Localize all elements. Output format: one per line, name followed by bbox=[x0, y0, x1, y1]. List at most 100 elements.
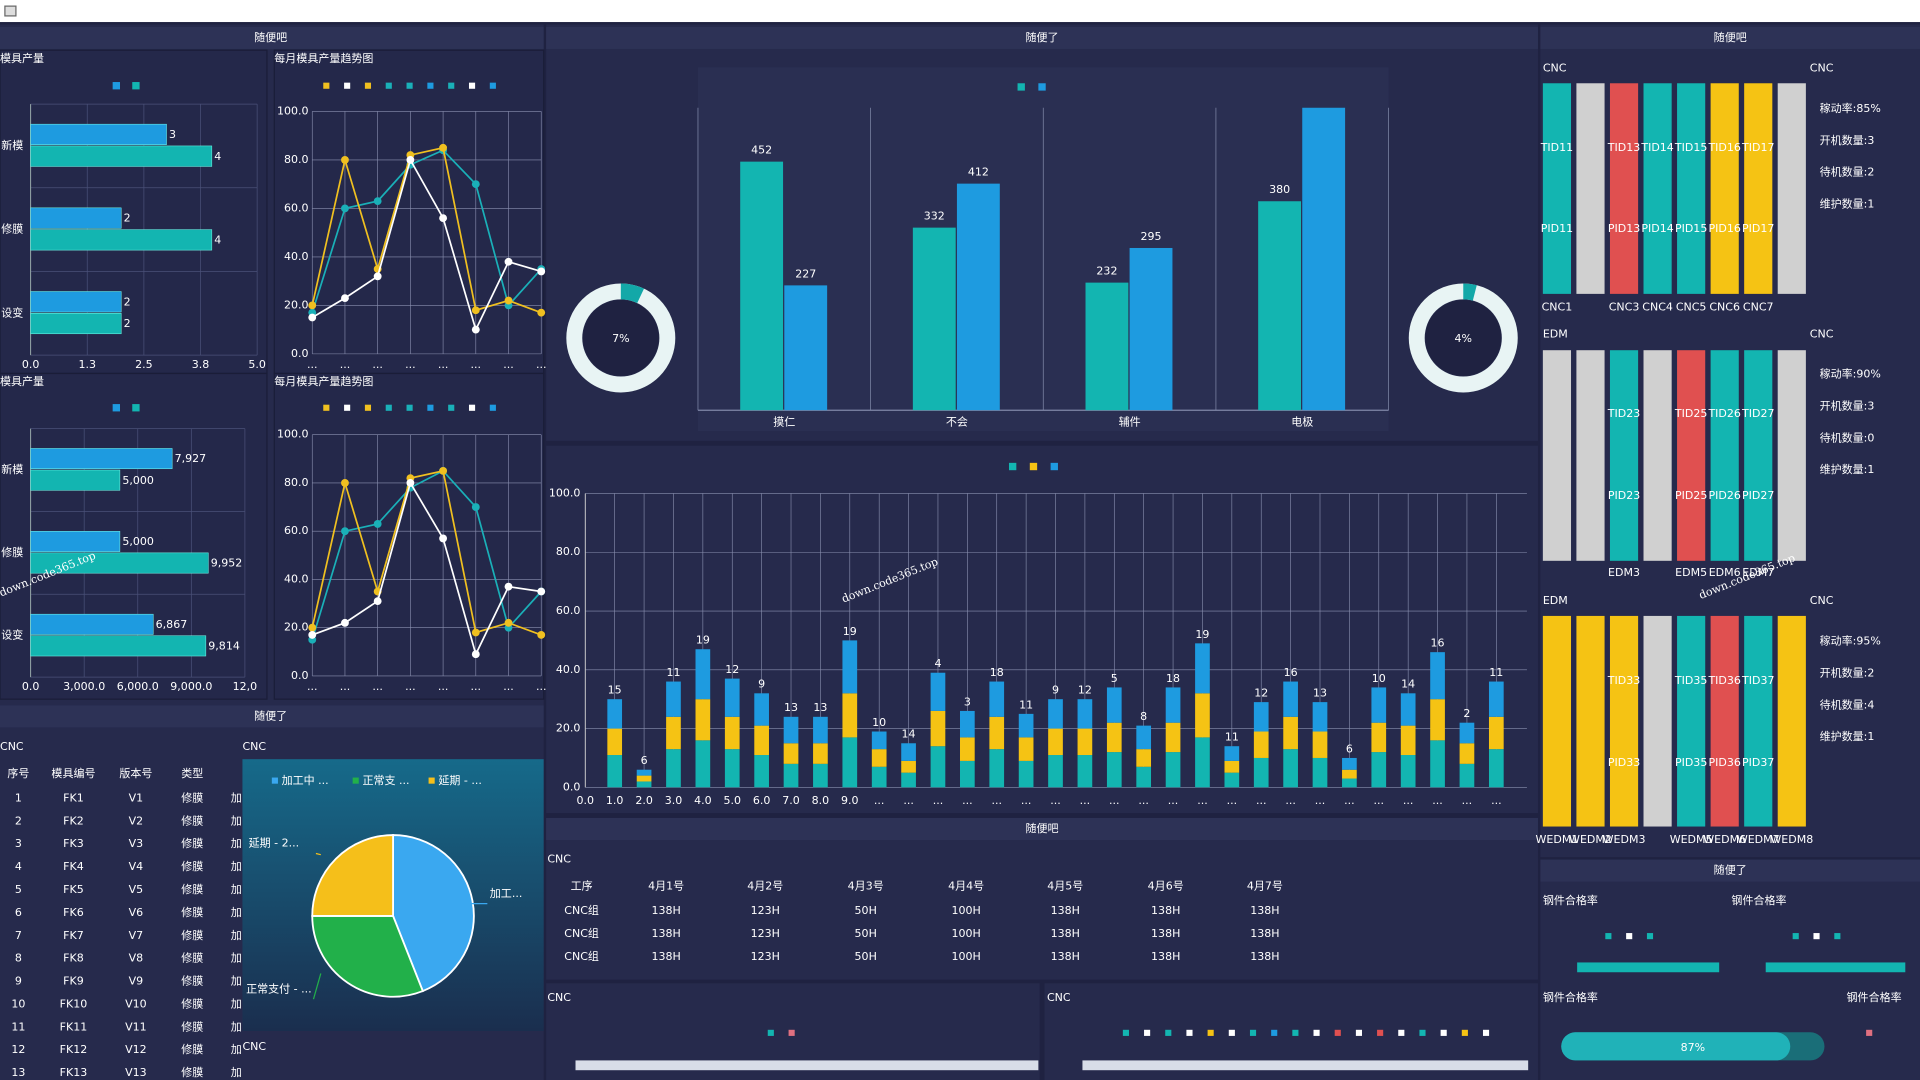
bar-segment bbox=[901, 743, 916, 761]
machine-bar bbox=[1710, 83, 1739, 294]
legend-swatch bbox=[448, 404, 455, 411]
table-cell: V5 bbox=[129, 883, 144, 896]
bar-segment bbox=[842, 737, 858, 788]
x-tick-label: ... bbox=[1168, 794, 1179, 807]
stat-text: 稼动率:85% bbox=[1820, 101, 1881, 115]
section-label: CNC bbox=[547, 991, 571, 1004]
table-header: 工序 bbox=[571, 879, 593, 893]
table-cell: FK5 bbox=[63, 883, 84, 896]
x-tick-label: ... bbox=[471, 680, 482, 693]
table-cell: 修膜 bbox=[181, 790, 203, 804]
bar bbox=[30, 145, 213, 167]
table-cell: 100H bbox=[951, 927, 980, 940]
x-tick-label: ... bbox=[1050, 794, 1061, 807]
bar bbox=[30, 531, 121, 552]
section-label: CNC bbox=[242, 740, 266, 753]
bar-segment bbox=[1253, 731, 1269, 758]
table-cell: 修膜 bbox=[181, 1042, 203, 1056]
panel-header bbox=[0, 705, 544, 728]
point bbox=[308, 313, 317, 322]
x-tick-label: ... bbox=[1021, 794, 1032, 807]
bar-segment bbox=[695, 740, 711, 788]
table-cell: V4 bbox=[129, 860, 144, 873]
bar-segment bbox=[813, 743, 828, 764]
x-tick-label: ... bbox=[1432, 794, 1443, 807]
machine-bar bbox=[1609, 615, 1639, 827]
bar-segment bbox=[1253, 702, 1269, 732]
panel-header bbox=[546, 817, 1538, 840]
pie-label: 加工... bbox=[490, 887, 523, 900]
bar-segment bbox=[1342, 769, 1357, 779]
table-cell: FK2 bbox=[63, 814, 84, 827]
machine-name: CNC7 bbox=[1743, 300, 1774, 313]
y-tick-label: 新模 bbox=[1, 462, 23, 476]
legend-swatch bbox=[468, 82, 476, 89]
machine-label: TID25 bbox=[1674, 407, 1707, 420]
point bbox=[341, 204, 349, 213]
machine-bar bbox=[1542, 83, 1572, 294]
table-cell: FK12 bbox=[60, 1043, 88, 1056]
data-label: 14 bbox=[902, 728, 916, 741]
table-cell: 5 bbox=[15, 883, 22, 896]
machine-label: PID16 bbox=[1708, 222, 1740, 235]
machine-label: PID23 bbox=[1608, 489, 1640, 502]
point bbox=[504, 582, 513, 591]
legend-swatch bbox=[364, 82, 372, 89]
legend-swatch bbox=[1866, 1029, 1873, 1036]
section-label: EDM bbox=[1543, 327, 1568, 340]
legend-swatch bbox=[352, 777, 359, 784]
machine-bar bbox=[1643, 350, 1672, 561]
window-icon bbox=[4, 5, 17, 17]
x-tick-label: ... bbox=[1138, 794, 1149, 807]
bar-segment bbox=[1224, 760, 1240, 773]
legend-swatch bbox=[1626, 933, 1633, 940]
y-tick-label: 100.0 bbox=[549, 486, 581, 499]
bar bbox=[784, 285, 828, 411]
x-tick-label: ... bbox=[405, 680, 416, 693]
machine-bar bbox=[1643, 83, 1672, 294]
bar-segment bbox=[1459, 743, 1475, 764]
table-cell: CNC组 bbox=[564, 926, 599, 940]
table-cell: FK8 bbox=[63, 952, 84, 965]
machine-label: TID11 bbox=[1540, 141, 1573, 154]
table-cell: 138H bbox=[1151, 904, 1180, 917]
legend-swatch bbox=[1207, 1029, 1214, 1036]
data-label: 12 bbox=[1078, 684, 1092, 697]
machine-label: TID15 bbox=[1674, 141, 1707, 154]
x-tick-label: 不会 bbox=[946, 415, 968, 428]
bar-segment bbox=[1136, 749, 1152, 767]
machine-bar bbox=[1643, 615, 1672, 827]
legend-swatch bbox=[427, 404, 434, 411]
table-cell: V7 bbox=[129, 929, 144, 942]
y-tick-label: 0.0 bbox=[291, 669, 309, 682]
point bbox=[471, 503, 480, 511]
legend-swatch bbox=[1271, 1029, 1278, 1036]
table-cell: 加 bbox=[231, 1020, 242, 1033]
panel-header bbox=[1540, 859, 1920, 882]
x-tick-label: 0.0 bbox=[22, 680, 40, 693]
bar-segment bbox=[754, 693, 769, 726]
legend-swatch bbox=[1050, 462, 1058, 471]
legend-swatch bbox=[448, 82, 455, 89]
legend-swatch bbox=[364, 404, 372, 411]
bar-segment bbox=[960, 737, 975, 761]
x-tick-label: 3.0 bbox=[665, 794, 683, 807]
machine-bar bbox=[1576, 615, 1605, 827]
data-label: 14 bbox=[1401, 678, 1415, 691]
table-cell: 100H bbox=[951, 950, 980, 963]
machine-bar bbox=[1777, 615, 1806, 827]
point bbox=[504, 618, 513, 627]
bar-segment bbox=[1283, 681, 1298, 717]
legend-swatch bbox=[1249, 1029, 1257, 1036]
x-tick-label: 7.0 bbox=[782, 794, 800, 807]
data-label: 9,814 bbox=[208, 639, 240, 652]
data-label: 227 bbox=[795, 267, 816, 280]
table-cell: 加 bbox=[231, 906, 242, 919]
donut-label: 4% bbox=[1455, 332, 1472, 345]
leader-line bbox=[315, 852, 321, 856]
machine-bar bbox=[1777, 350, 1806, 561]
donut-inner bbox=[582, 300, 659, 376]
data-label: 332 bbox=[924, 210, 945, 223]
stat-text: 开机数量:2 bbox=[1820, 665, 1875, 679]
table-cell: V2 bbox=[129, 814, 144, 827]
